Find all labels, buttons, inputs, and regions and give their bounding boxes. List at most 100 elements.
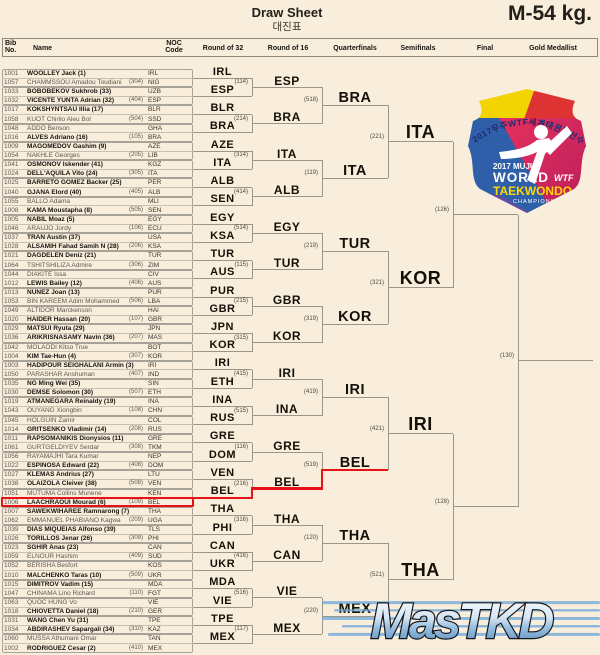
bracket-advancing-noc: KOR (209, 339, 236, 352)
bracket-advancing-noc: RUS (210, 412, 235, 425)
logo-red-band (523, 89, 586, 122)
athlete-bib: 1024 (4, 170, 19, 178)
athlete-name: ALTIDOR Marckenson (27, 307, 92, 315)
athlete-noc: MEX (148, 644, 163, 652)
athlete-bib: 1009 (4, 142, 19, 150)
athlete-row: 1034 ABDIRASHEV Sapargali (34) (310) KAZ (0, 625, 193, 634)
athlete-noc: LBA (148, 298, 161, 305)
match-number: (514) (233, 225, 248, 232)
athlete-noc: LTU (148, 471, 160, 479)
round32-winner-line (193, 77, 252, 79)
pair-divider (2, 241, 193, 243)
match-number: (220) (303, 608, 318, 615)
athlete-name: WANG Chen Yu (31) (27, 617, 89, 625)
bracket-advancing-noc: UKR (209, 558, 236, 571)
athlete-name: CHINAMA Lino Richard (27, 589, 95, 597)
logo-championships: CHAMPIONSHIPS (513, 199, 572, 205)
athlete-row: 1001 WOOLLEY Jack (1) IRL (0, 69, 193, 78)
col-name: Name (33, 45, 53, 52)
highlight-path-segment (193, 496, 252, 499)
bracket-advancing-noc: KOR (399, 268, 442, 289)
athlete-name: NUNEZ Joan (13) (27, 288, 80, 296)
athlete-noc: KOR (148, 352, 163, 360)
athlete-row: 1010 MALCHENKO Taras (10) (509) UKR (0, 571, 193, 580)
athlete-name: RAYAMAJHI Tara Kumar (27, 453, 99, 461)
athlete-row: 1045 HOLGUIN Zamir COL (0, 416, 193, 425)
athlete-noc: ITA (148, 170, 158, 178)
pair-divider (2, 205, 193, 207)
round32-winner-line (193, 533, 252, 535)
athlete-row: 1009 MAGOMEDOV Gashim (9) AZE (0, 142, 193, 151)
athlete-bib: 1059 (4, 553, 19, 561)
athlete-bib: 1015 (4, 580, 19, 588)
winner-line (252, 560, 322, 562)
athlete-row: 1058 KUOT Chirilo Aleu Bol (504) SSD (0, 115, 193, 124)
highlight-path-segment (250, 487, 254, 499)
athlete-noc: HAI (148, 307, 159, 315)
athlete-name: QUOC HUNG Vo (27, 598, 77, 606)
match-number: (216) (233, 480, 248, 487)
pair-divider (2, 551, 193, 553)
athlete-noc: NEP (148, 453, 162, 461)
athlete-noc: GRE (148, 434, 163, 442)
athlete-name: BALLO Adama (27, 197, 70, 205)
match-number: (421) (369, 425, 384, 432)
bracket-advancing-noc: IRI (214, 357, 231, 370)
match-number: (115) (234, 261, 248, 268)
match-number: (518) (303, 97, 318, 104)
bracket-advancing-noc: TUR (210, 248, 235, 261)
athlete-bib: 1018 (4, 608, 19, 616)
athlete-row: 1064 TSHITSHILIZA Admire (306) ZIM (0, 261, 193, 270)
winner-line (252, 633, 322, 635)
winner-line (252, 378, 322, 380)
athlete-row: 1013 NUNEZ Joan (13) PUR (0, 288, 193, 297)
athlete-bib: 1039 (4, 526, 19, 533)
match-number: (130) (499, 352, 514, 359)
bracket-advancing-noc: BRA (338, 89, 372, 106)
athlete-row: 1008 KAMA Moustapha (8) (505) SEN (0, 206, 193, 215)
round32-winner-line (193, 387, 252, 389)
athlete-name: ABDIRASHEV Sapargali (34) (27, 626, 115, 634)
bracket-advancing-noc: GBR (272, 292, 302, 307)
mastkd-watermark: MasTKD (322, 592, 600, 650)
athlete-row: 1025 BARRETO GOMEZ Backer (25) PER (0, 178, 193, 187)
first-round-match-number: (506) (128, 298, 143, 304)
athlete-row: 1033 BOBOBEKOV Sukhrob (33) UZB (0, 87, 193, 96)
athlete-bib: 1048 (4, 124, 19, 132)
athlete-noc: KEN (148, 489, 162, 497)
athlete-bib: 1056 (4, 453, 19, 461)
athlete-bib: 1019 (4, 398, 19, 406)
athlete-row: 1046 ARAUJO Jordy (106) ECU (0, 224, 193, 233)
logo-yellow-band (468, 89, 535, 122)
athlete-name: ARIKRISNASAMY Navin (36) (27, 334, 115, 342)
bracket-advancing-noc: ITA (405, 122, 436, 143)
athlete-noc: GER (148, 608, 163, 616)
athlete-noc: MLI (148, 197, 159, 205)
match-number: (120) (303, 535, 318, 542)
athlete-name: LAACHRAOUI Mourad (6) (27, 498, 106, 506)
first-round-match-number: (107) (128, 316, 143, 323)
athlete-noc: UKR (148, 571, 162, 579)
athlete-name: SAWEKWIHAREE Ramnarong (7) (27, 507, 130, 515)
athlete-noc: IRL (148, 70, 159, 77)
bracket-advancing-noc: THA (339, 527, 371, 544)
athlete-bib: 1058 (4, 115, 19, 123)
athlete-bib: 1032 (4, 97, 19, 105)
round32-winner-line (193, 314, 252, 316)
athlete-noc: UZB (148, 88, 161, 96)
athlete-row: 1047 CHINAMA Lino Richard (110) FGT (0, 589, 193, 598)
round32-winner-line (193, 460, 252, 462)
pair-divider (2, 624, 193, 626)
finalist-line (453, 214, 518, 216)
winner-line (388, 433, 453, 435)
bracket-advancing-noc: DOM (208, 448, 237, 461)
athlete-name: DIMITROV Vadim (15) (27, 580, 94, 588)
athlete-bib: 1051 (4, 489, 19, 497)
athlete-bib: 1017 (4, 106, 19, 114)
athlete-row: 1039 DIAS MIQUEIAS Alfonso (39) TLS (0, 525, 193, 534)
pair-divider (2, 114, 193, 116)
athlete-row: 1029 MATSUI Ryuta (29) JPN (0, 324, 193, 333)
round32-winner-line (193, 150, 252, 152)
match-number: (419) (303, 389, 318, 396)
first-round-match-number: (110) (129, 589, 143, 596)
